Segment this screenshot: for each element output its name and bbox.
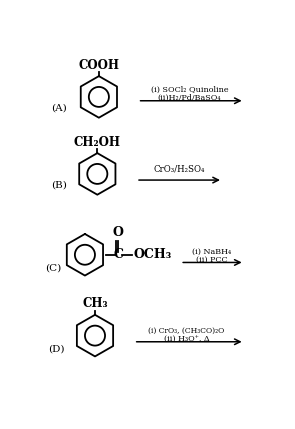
Text: (ii) H₃O⁺, Δ: (ii) H₃O⁺, Δ: [164, 335, 209, 343]
Text: (ii)H₂/Pd/BaSO₄: (ii)H₂/Pd/BaSO₄: [158, 94, 221, 102]
Text: C: C: [113, 248, 123, 261]
Text: (i) SOCl₂ Quinoline: (i) SOCl₂ Quinoline: [151, 86, 228, 94]
Text: O: O: [112, 227, 123, 239]
Text: (A): (A): [51, 104, 67, 113]
Text: OCH₃: OCH₃: [134, 248, 172, 261]
Text: COOH: COOH: [78, 58, 119, 72]
Text: (ii) PCC: (ii) PCC: [196, 256, 228, 264]
Text: CH₃: CH₃: [82, 297, 108, 310]
Text: CH₂OH: CH₂OH: [74, 136, 121, 148]
Text: (D): (D): [48, 345, 65, 354]
Text: (i) CrO₃, (CH₃CO)₂O: (i) CrO₃, (CH₃CO)₂O: [148, 327, 224, 335]
Text: (B): (B): [51, 181, 67, 190]
Text: (C): (C): [45, 263, 61, 272]
Text: CrO₃/H₂SO₄: CrO₃/H₂SO₄: [154, 164, 205, 173]
Text: (i) NaBH₄: (i) NaBH₄: [192, 248, 232, 256]
